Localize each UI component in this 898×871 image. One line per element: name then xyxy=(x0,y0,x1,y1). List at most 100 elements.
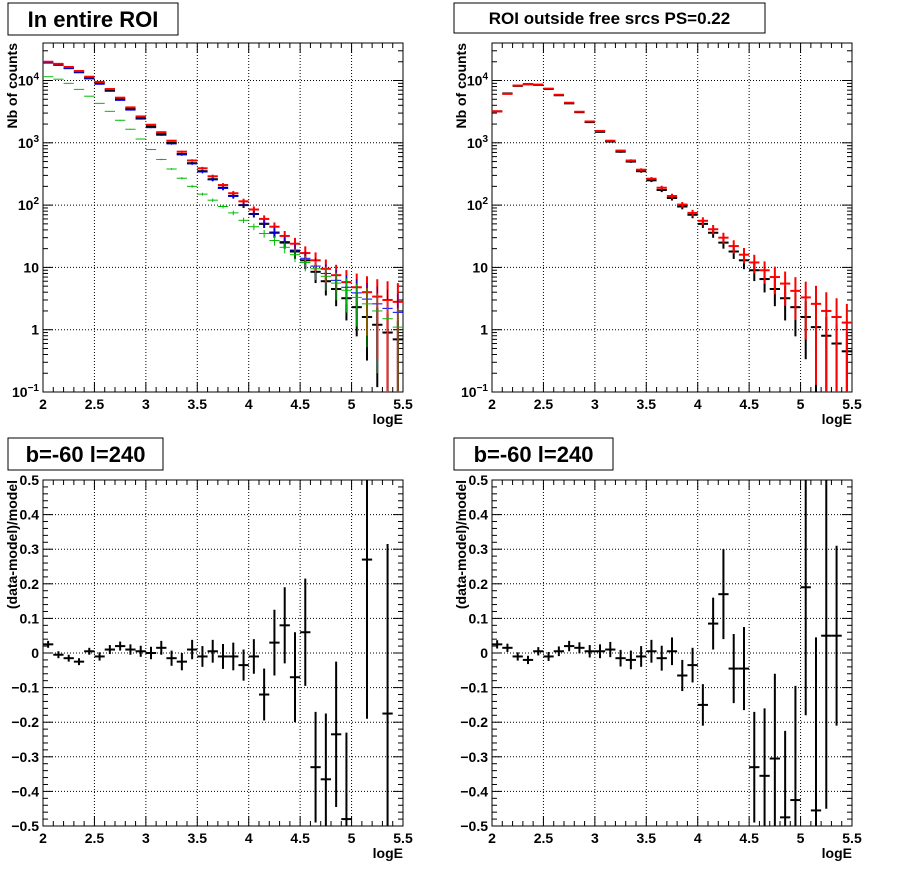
y-tick-label: 102 xyxy=(467,196,489,213)
x-tick-label: 4 xyxy=(245,396,253,412)
data-point xyxy=(759,261,770,284)
data-point xyxy=(310,260,321,281)
data-point xyxy=(217,204,229,209)
y-tick-label: 0.3 xyxy=(469,541,489,557)
data-point xyxy=(522,82,534,85)
x-tick-label: 3 xyxy=(591,830,599,846)
data-point xyxy=(248,223,259,231)
data-point xyxy=(646,639,657,663)
data-point xyxy=(300,578,311,686)
data-point xyxy=(259,668,270,721)
data-point xyxy=(564,101,575,104)
data-point xyxy=(228,194,239,199)
grid xyxy=(43,480,403,826)
data-point xyxy=(135,645,146,657)
y-tick-label: 0.4 xyxy=(20,507,40,523)
y-tick-label: −0.4 xyxy=(11,783,39,799)
data-point xyxy=(605,139,616,142)
data-point xyxy=(636,646,647,667)
x-tick-label: 4 xyxy=(694,830,702,846)
y-tick-label: 104 xyxy=(467,72,489,89)
data-point xyxy=(564,640,575,652)
data-point xyxy=(625,159,636,162)
data-point xyxy=(769,266,780,295)
data-point xyxy=(738,248,750,264)
data-point xyxy=(584,645,595,658)
data-point xyxy=(502,643,513,652)
data-point xyxy=(780,730,791,826)
x-tick-label: 5 xyxy=(348,396,356,412)
data-point xyxy=(605,641,616,658)
data-point xyxy=(145,646,157,660)
data-point xyxy=(697,684,708,726)
y-tick-label: −0.4 xyxy=(460,783,488,799)
data-point xyxy=(166,168,177,170)
data-point xyxy=(666,637,678,666)
series-1 xyxy=(492,83,852,392)
data-point xyxy=(759,708,770,826)
y-axis: −0.5 −0.4 −0.3 −0.2 −0.1 0 0.1 0.2 0.3 0.4 0.5 xyxy=(460,472,852,834)
data-point xyxy=(533,83,544,86)
series-1 xyxy=(492,480,842,826)
data-point xyxy=(176,177,187,180)
x-axis: 2 2.5 3 3.5 4 4.5 5 5.5 xyxy=(39,480,413,846)
y-tick-label: −0.3 xyxy=(460,749,488,765)
data-point xyxy=(166,650,177,666)
data-point xyxy=(248,210,259,218)
data-point xyxy=(790,277,801,321)
data-point xyxy=(361,287,373,348)
x-axis-label: logE xyxy=(373,411,403,427)
data-point xyxy=(217,183,229,188)
y-axis-label: Nb of counts xyxy=(453,43,469,129)
x-tick-label: 3.5 xyxy=(188,396,208,412)
data-point xyxy=(656,185,667,190)
data-point xyxy=(125,128,136,130)
y-tick-label: 0.5 xyxy=(20,472,40,488)
chart-title: b=-60 l=240 xyxy=(26,442,146,467)
data-point xyxy=(115,119,126,121)
data-point xyxy=(135,138,146,140)
data-point xyxy=(228,210,239,216)
data-point xyxy=(625,650,636,670)
data-point xyxy=(84,647,95,655)
title-frame xyxy=(7,437,164,471)
data-point xyxy=(104,88,115,91)
data-point xyxy=(687,209,698,217)
data-point xyxy=(135,117,146,120)
y-axis: −0.5 −0.4 −0.3 −0.2 −0.1 0 0.1 0.2 0.3 0.4 0.5 xyxy=(11,472,403,834)
title-frame xyxy=(7,2,179,36)
data-point xyxy=(176,653,187,671)
data-point xyxy=(156,134,167,137)
y-tick-label: 0.5 xyxy=(469,472,489,488)
data-point xyxy=(259,219,270,228)
data-point xyxy=(135,115,146,118)
data-point xyxy=(176,150,187,153)
data-point xyxy=(94,83,105,85)
data-point xyxy=(320,713,331,826)
data-point xyxy=(392,308,403,392)
data-point xyxy=(84,76,95,79)
y-tick-label: 0.2 xyxy=(469,576,489,592)
series-3 xyxy=(43,62,403,392)
y-tick-label: 10−1 xyxy=(12,383,39,400)
data-point xyxy=(769,673,780,826)
data-point xyxy=(708,597,719,650)
data-point xyxy=(187,162,198,166)
y-tick-label: −0.1 xyxy=(460,680,488,696)
data-point xyxy=(553,93,564,96)
data-point xyxy=(512,84,523,87)
data-point xyxy=(125,107,136,110)
data-point xyxy=(728,240,739,254)
data-point xyxy=(341,732,352,826)
y-axis-label: Nb of counts xyxy=(4,43,20,129)
x-tick-label: 2 xyxy=(39,396,47,412)
data-point xyxy=(646,177,657,181)
title-frame xyxy=(453,437,614,471)
data-point xyxy=(84,75,95,78)
data-point xyxy=(615,649,626,667)
x-tick-label: 2.5 xyxy=(534,396,554,412)
y-tick-label: 0.1 xyxy=(469,610,489,626)
data-point xyxy=(279,242,290,254)
chart-title: b=-60 l=240 xyxy=(474,442,594,467)
data-point xyxy=(351,283,362,327)
